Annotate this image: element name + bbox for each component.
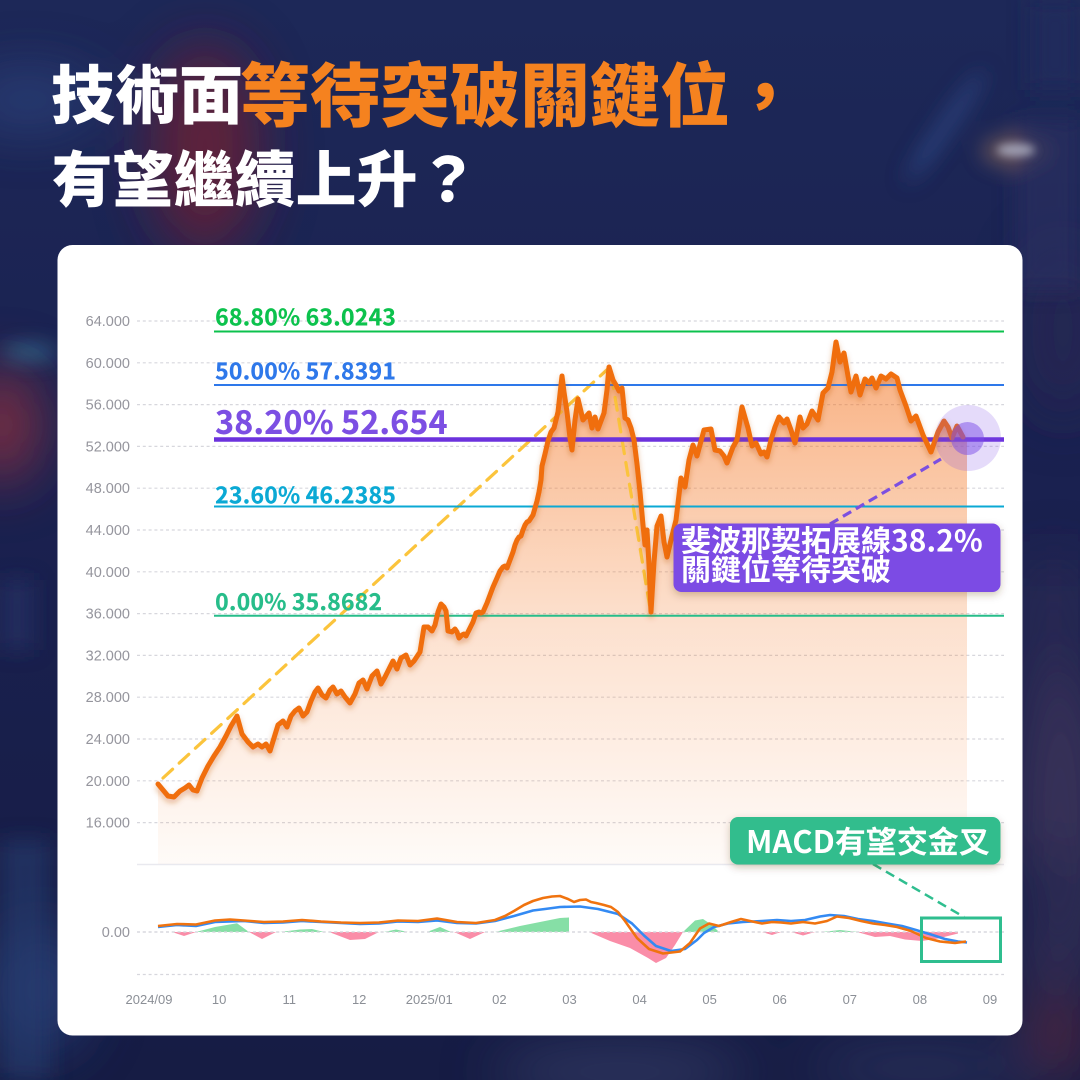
svg-text:36.000: 36.000: [86, 607, 130, 623]
svg-text:48.000: 48.000: [86, 481, 130, 497]
svg-text:40.000: 40.000: [86, 565, 130, 581]
svg-text:09: 09: [983, 992, 997, 1007]
svg-text:44.000: 44.000: [86, 523, 130, 539]
svg-text:10: 10: [212, 992, 226, 1007]
svg-text:2025/01: 2025/01: [406, 992, 453, 1007]
svg-text:2024/09: 2024/09: [126, 992, 173, 1007]
svg-text:64.000: 64.000: [86, 314, 130, 330]
svg-text:16.000: 16.000: [86, 816, 130, 832]
svg-text:32.000: 32.000: [86, 648, 130, 664]
svg-text:56.000: 56.000: [86, 398, 130, 414]
svg-text:03: 03: [562, 992, 576, 1007]
svg-text:06: 06: [772, 992, 786, 1007]
svg-text:52.000: 52.000: [86, 439, 130, 455]
svg-text:07: 07: [843, 992, 857, 1007]
svg-text:20.000: 20.000: [86, 774, 130, 790]
svg-text:02: 02: [492, 992, 506, 1007]
svg-text:04: 04: [632, 992, 646, 1007]
svg-text:11: 11: [282, 992, 296, 1007]
svg-text:08: 08: [913, 992, 927, 1007]
svg-text:05: 05: [702, 992, 716, 1007]
svg-text:28.000: 28.000: [86, 690, 130, 706]
svg-text:12: 12: [352, 992, 366, 1007]
svg-text:0.00: 0.00: [102, 925, 130, 941]
svg-text:24.000: 24.000: [86, 732, 130, 748]
svg-text:60.000: 60.000: [86, 356, 130, 372]
